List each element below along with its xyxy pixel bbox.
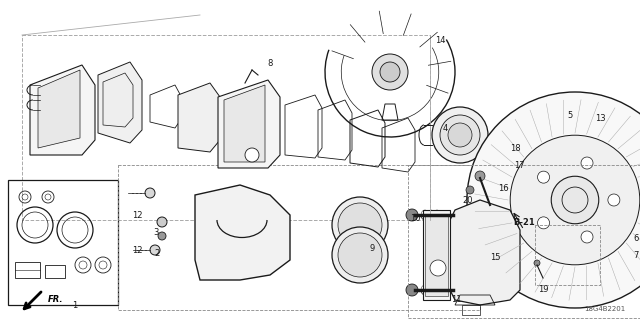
Text: 12: 12 (132, 211, 142, 220)
Polygon shape (224, 85, 265, 162)
Circle shape (157, 217, 167, 227)
Circle shape (372, 54, 408, 90)
Circle shape (440, 115, 480, 155)
Text: 3: 3 (154, 228, 159, 236)
Circle shape (535, 171, 543, 179)
Circle shape (581, 157, 593, 169)
Circle shape (332, 227, 388, 283)
Polygon shape (38, 70, 80, 148)
Polygon shape (30, 65, 95, 155)
Polygon shape (178, 83, 220, 152)
Circle shape (245, 148, 259, 162)
Circle shape (467, 92, 640, 308)
Text: 5: 5 (568, 110, 573, 119)
Polygon shape (218, 80, 280, 168)
Polygon shape (425, 214, 448, 296)
Circle shape (525, 125, 595, 195)
Circle shape (510, 135, 640, 265)
Circle shape (608, 194, 620, 206)
Circle shape (150, 245, 160, 255)
Text: 20: 20 (463, 196, 473, 204)
Polygon shape (98, 62, 142, 143)
Text: 11: 11 (451, 295, 461, 305)
Circle shape (338, 203, 382, 247)
Circle shape (550, 150, 570, 170)
Circle shape (448, 123, 472, 147)
Circle shape (564, 181, 572, 189)
Text: B-21: B-21 (513, 218, 535, 227)
Circle shape (406, 284, 418, 296)
Circle shape (466, 186, 474, 194)
Circle shape (512, 112, 608, 208)
Circle shape (430, 260, 446, 276)
Circle shape (534, 260, 540, 266)
Text: 18G4B2201: 18G4B2201 (584, 306, 625, 312)
Text: 13: 13 (595, 114, 605, 123)
Circle shape (145, 188, 155, 198)
Text: FR.: FR. (48, 295, 63, 305)
Text: 18: 18 (509, 143, 520, 153)
Circle shape (332, 197, 388, 253)
Text: 15: 15 (490, 253, 500, 262)
Text: 14: 14 (435, 36, 445, 44)
Circle shape (582, 156, 590, 164)
Circle shape (475, 171, 485, 181)
Text: 1: 1 (72, 300, 77, 309)
Text: 17: 17 (514, 161, 524, 170)
Circle shape (158, 232, 166, 240)
Text: 7: 7 (634, 251, 639, 260)
Text: 2: 2 (154, 249, 159, 258)
Text: 4: 4 (442, 124, 447, 132)
Circle shape (538, 217, 550, 229)
Text: 12: 12 (132, 245, 142, 254)
Polygon shape (445, 200, 520, 305)
Polygon shape (423, 210, 450, 300)
Text: 16: 16 (498, 183, 508, 193)
Circle shape (551, 176, 599, 224)
Polygon shape (103, 73, 133, 127)
Text: 6: 6 (634, 234, 639, 243)
Text: 19: 19 (538, 285, 548, 294)
Circle shape (406, 209, 418, 221)
Circle shape (432, 107, 488, 163)
Circle shape (542, 142, 578, 178)
Circle shape (535, 141, 543, 149)
Circle shape (581, 231, 593, 243)
Text: 9: 9 (369, 244, 374, 252)
Circle shape (338, 233, 382, 277)
Circle shape (380, 62, 400, 82)
Polygon shape (195, 185, 290, 280)
Text: 10: 10 (410, 213, 420, 222)
Circle shape (564, 131, 572, 139)
Text: 8: 8 (268, 59, 273, 68)
Circle shape (538, 171, 550, 183)
